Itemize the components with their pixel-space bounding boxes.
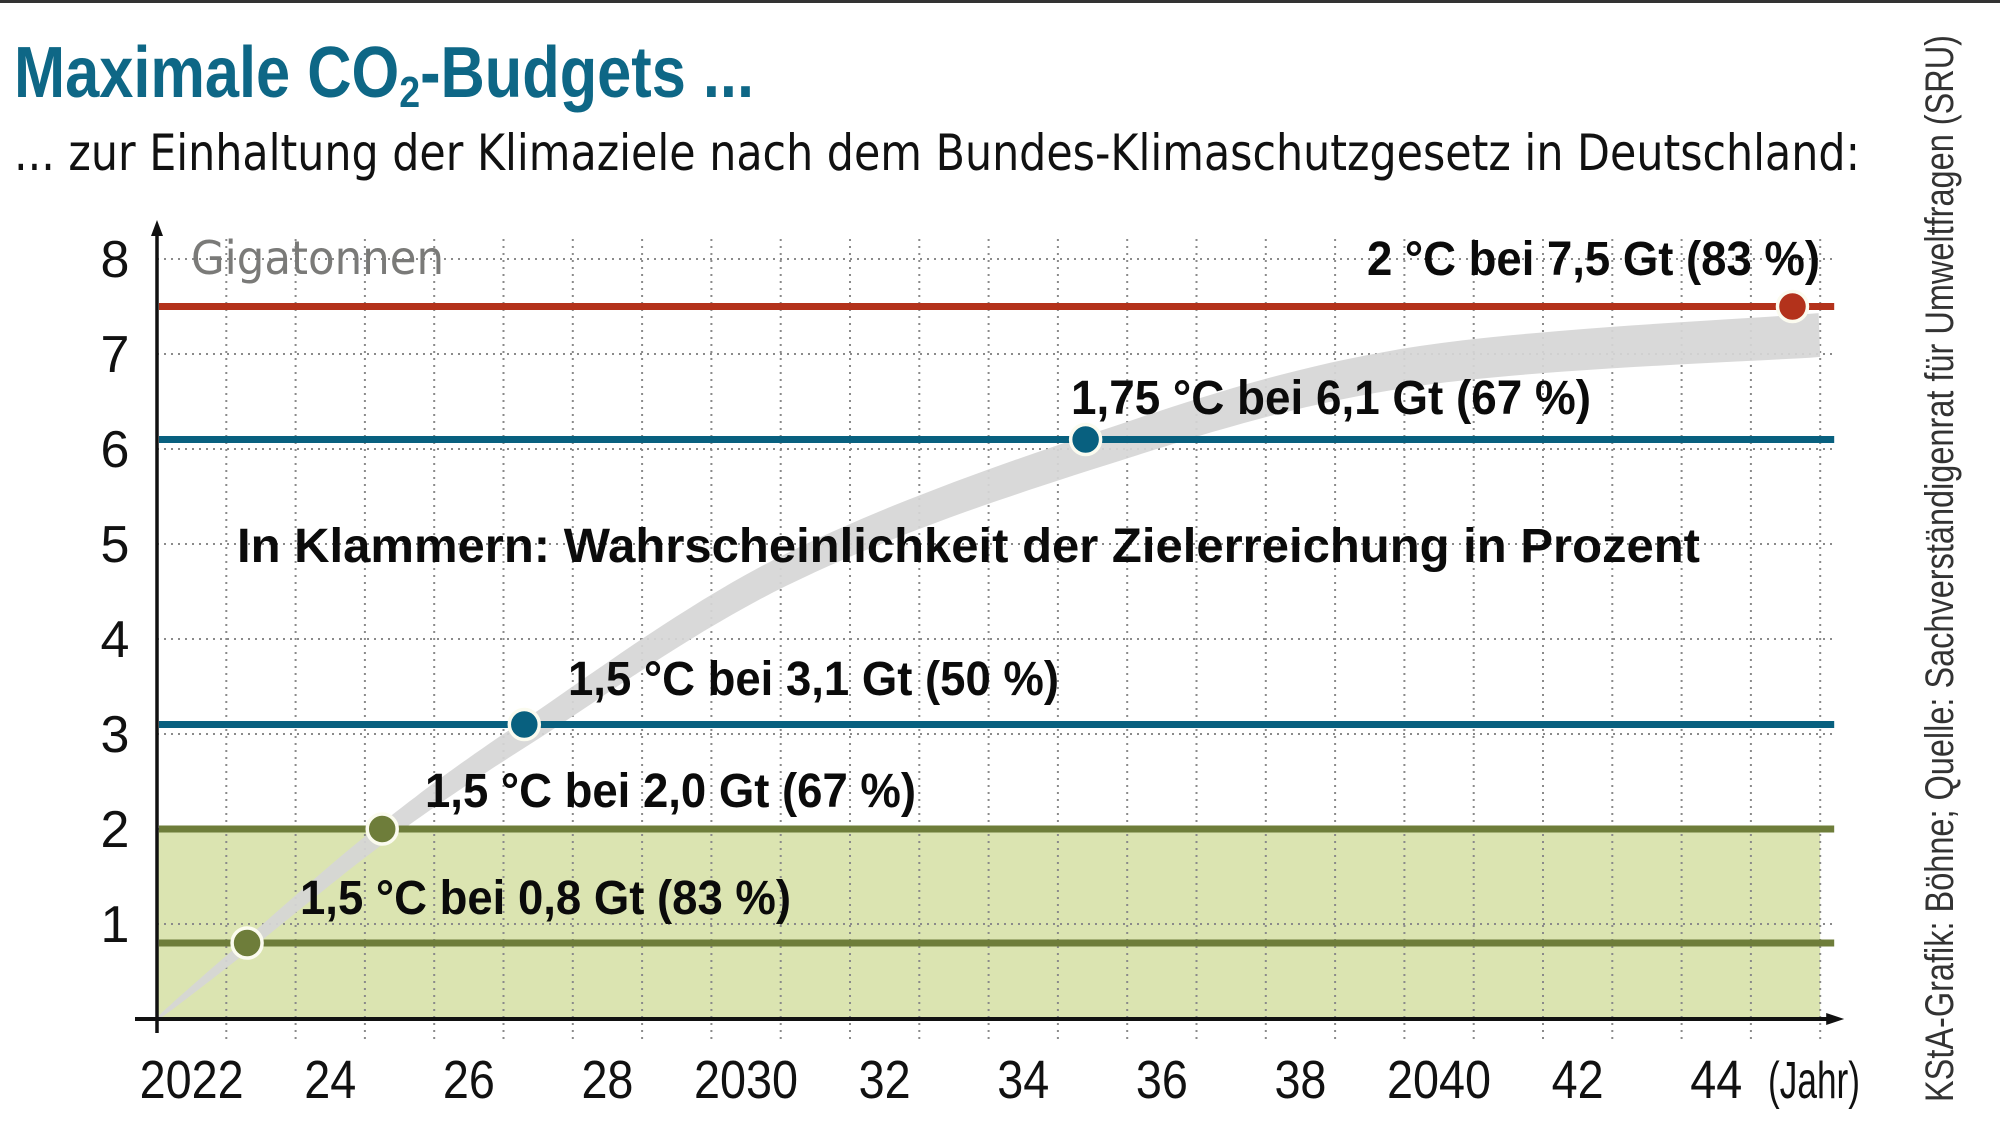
budget-dot — [230, 926, 264, 960]
x-tick-label: 44 — [1690, 1050, 1742, 1110]
budget-label-1-5c-3-1: 1,5 °C bei 3,1 Gt (50 %) — [568, 653, 1059, 706]
x-tick-label: 42 — [1552, 1050, 1604, 1110]
title-main: Maximale CO — [14, 33, 399, 113]
x-tick-label: 26 — [443, 1050, 495, 1110]
x-tick-label: 36 — [1136, 1050, 1188, 1110]
y-tick-label: 1 — [101, 896, 130, 954]
y-axis-unit-label: Gigatonnen — [191, 231, 444, 285]
x-tick-label: 2022 — [140, 1050, 244, 1110]
chart-subtitle: ... zur Einhaltung der Klimaziele nach d… — [14, 124, 1860, 182]
source-credit: KStA-Grafik: Böhne; Quelle: Sachverständ… — [1918, 35, 1962, 1102]
x-axis-arrow — [1826, 1013, 1845, 1025]
y-tick-label: 2 — [101, 801, 130, 859]
top-border — [0, 0, 2000, 3]
budget-dot — [365, 812, 399, 846]
x-tick-label: 34 — [997, 1050, 1049, 1110]
y-tick-label: 3 — [101, 706, 130, 764]
probability-note: In Klammern: Wahrscheinlichkeit der Ziel… — [237, 520, 1700, 573]
x-tick-label: 38 — [1274, 1050, 1326, 1110]
x-tick-label: 24 — [304, 1050, 356, 1110]
y-tick-label: 5 — [101, 516, 130, 574]
budget-label-1-5c-0-8: 1,5 °C bei 0,8 Gt (83 %) — [300, 872, 791, 925]
x-axis-unit-label: (Jahr) — [1768, 1052, 1860, 1110]
x-tick-label: 32 — [859, 1050, 911, 1110]
budget-lines-layer — [159, 303, 1835, 947]
budget-dot — [507, 707, 542, 742]
budget-dot — [1775, 289, 1810, 324]
x-tick-label: 2040 — [1387, 1050, 1491, 1110]
title-rest: -Budgets ... — [420, 33, 754, 113]
budget-label-1-75c-6-1: 1,75 °C bei 6,1 Gt (67 %) — [1071, 372, 1591, 425]
y-tick-label: 7 — [101, 326, 130, 384]
budget-label-2c-7-5: 2 °C bei 7,5 Gt (83 %) — [1367, 233, 1820, 286]
chart-title: Maximale CO2-Budgets ... — [14, 33, 754, 117]
title-subscript: 2 — [399, 68, 420, 117]
budget-dot — [1068, 422, 1103, 457]
x-tick-label: 28 — [581, 1050, 633, 1110]
budget-label-1-5c-2-0: 1,5 °C bei 2,0 Gt (67 %) — [425, 765, 916, 818]
x-tick-label: 2030 — [694, 1050, 798, 1110]
y-axis-arrow — [151, 220, 163, 236]
axes-layer — [135, 220, 1845, 1033]
y-tick-label: 8 — [101, 231, 130, 289]
dots-layer — [230, 289, 1810, 960]
y-tick-label: 6 — [101, 421, 130, 479]
y-tick-label: 4 — [101, 611, 130, 669]
